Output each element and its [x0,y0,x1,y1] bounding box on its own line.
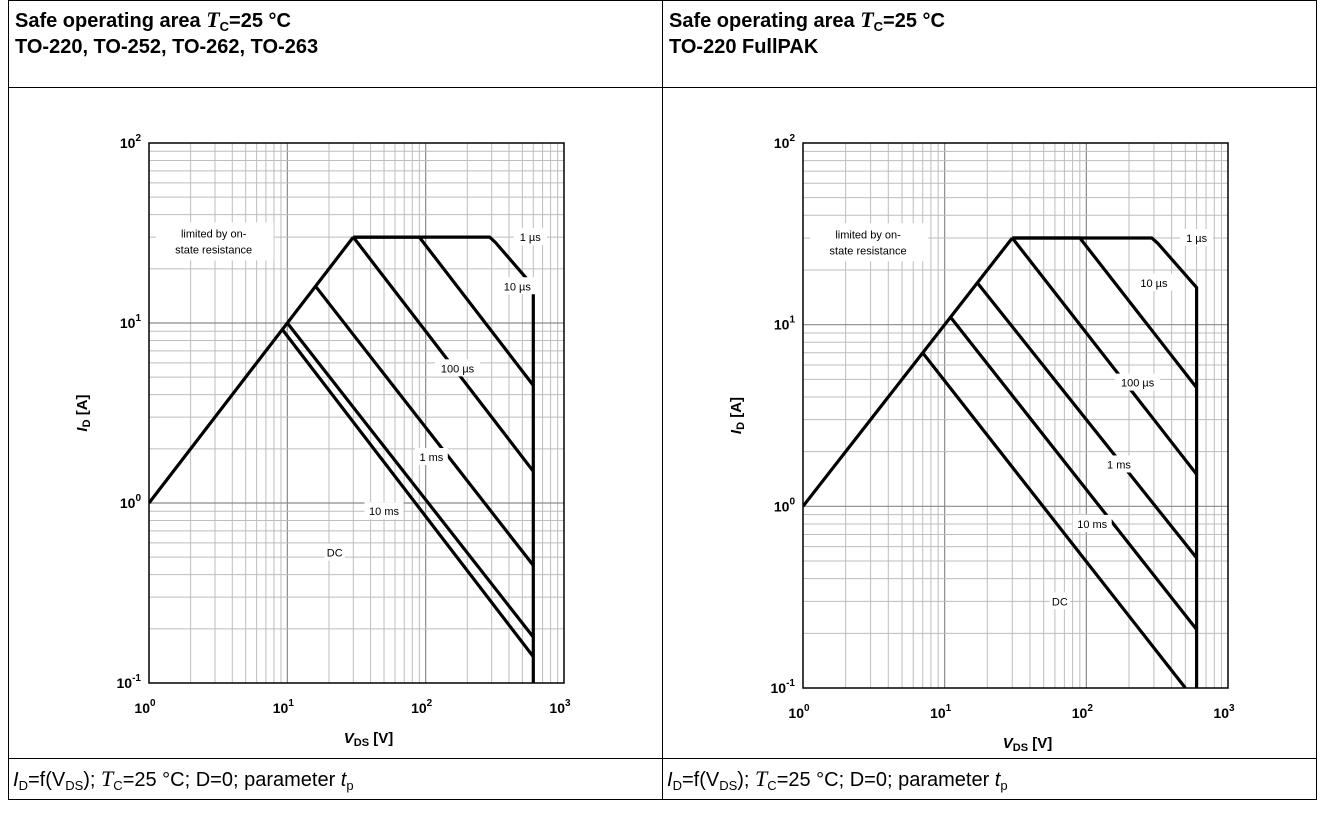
chart0-series-line-4 [286,322,535,639]
chart0-annotation-line-1: limited by on- [181,228,247,240]
chart1-series-label-1: 10 µs [1140,278,1168,290]
chart1-x-axis-label: VDS [V] [1003,735,1052,754]
chart0-annotation-line-2: state resistance [175,244,252,256]
chart1-series-label-4: 10 ms [1077,519,1107,531]
chart1-series-line-5 [921,351,1187,688]
chart1-y-tick-label: 100 [774,496,796,514]
right-subtitle: TO-220 FullPAK [669,36,819,58]
chart1-series-label-bg-1 [1134,273,1174,291]
left-caption-cell: ID=f(VDS); TC=25 °C; D=0; parameter tp [8,758,663,800]
chart1-series-label-3: 1 ms [1107,459,1131,471]
chart1-series-label-bg-3 [1102,455,1136,473]
chart1-series-label-bg-2 [1114,373,1161,391]
left-soa-chart: 1 µs 10 µs 100 µs 1 ms 10 ms DC limited by on-… [74,133,571,749]
chart1-series-line-0 [1012,236,1199,688]
chart0-y-tick-label: 101 [120,313,142,331]
chart1-y-tick-label: 102 [774,133,796,151]
chart0-series-label-3: 1 ms [419,452,443,464]
chart0-y-tick-label: 100 [120,493,142,511]
chart1-curves [803,236,1199,688]
chart1-series-line-3 [976,281,1198,559]
chart0-x-tick-label: 103 [549,698,571,716]
chart1-series-label-bg-5 [1049,592,1071,610]
chart0-plot-frame [148,142,565,684]
chart0-series-label-1: 10 µs [504,281,532,293]
chart0-series-line-1 [353,235,535,387]
chart1-x-tick-label: 102 [1072,703,1094,721]
chart0-annotation-bg [155,222,274,261]
chart0-series-label-0: 1 µs [520,232,542,244]
right-title: Safe operating area TC=25 °C [669,7,945,34]
chart1-annotation-line-1: limited by on- [835,229,901,241]
chart1-x-tick-label: 103 [1213,703,1235,721]
chart0-y-axis-label: ID [A] [74,394,93,431]
chart1-annotation-line-2: state resistance [830,245,907,257]
chart0-series-label-bg-0 [513,228,547,246]
left-caption: ID=f(VDS); TC=25 °C; D=0; parameter tp [13,766,354,793]
chart0-series-label-bg-3 [414,448,448,466]
chart0-y-tick-label: 10-1 [117,673,142,691]
chart1-series-label-5: DC [1052,596,1068,608]
chart0-series-label-bg-5 [324,543,345,561]
chart1-x-tick-label: 100 [788,703,810,721]
datasheet-table: Safe operating area TC=25 °C TO-220, TO-… [8,0,1317,800]
chart1-y-axis-label: ID [A] [728,397,747,434]
chart0-series-line-0 [353,235,535,683]
chart1-series-label-0: 1 µs [1186,233,1208,245]
chart1-annotation-bg [810,223,929,262]
chart0-series-label-2: 100 µs [441,363,475,375]
chart0-x-tick-label: 101 [273,698,295,716]
chart0-series-label-bg-1 [497,277,537,295]
right-header-cell: Safe operating area TC=25 °C TO-220 Full… [662,0,1317,88]
chart0-x-tick-label: 102 [411,698,433,716]
chart0-series-line-3 [314,285,535,567]
chart0-series-label-5: DC [327,548,343,560]
right-plot-cell: 1 µs 10 µs 100 µs 1 ms 10 ms DC limited by on-… [662,87,1317,759]
chart1-x-tick-label: 101 [930,703,952,721]
chart0-series-label-4: 10 ms [369,506,399,518]
left-subtitle: TO-220, TO-252, TO-262, TO-263 [15,36,319,58]
left-header-cell: Safe operating area TC=25 °C TO-220, TO-… [8,0,663,88]
right-caption-cell: ID=f(VDS); TC=25 °C; D=0; parameter tp [662,758,1317,800]
chart0-y-tick-label: 102 [120,133,142,151]
chart1-series-line-4 [949,316,1198,631]
chart1-y-tick-label: 101 [774,315,796,333]
chart0-series-line-2 [352,236,535,473]
right-caption: ID=f(VDS); TC=25 °C; D=0; parameter tp [667,766,1008,793]
chart0-curves [149,235,535,683]
chart0-series-label-bg-2 [434,359,481,377]
chart1-series-label-bg-4 [1072,514,1112,532]
chart0-series-line-5 [281,328,535,658]
chart0-series-label-bg-4 [364,502,404,520]
chart0-rds-on-limit-line [149,236,355,504]
chart1-rds-on-limit-line [803,237,1014,508]
chart0-x-axis-label: VDS [V] [344,730,393,749]
chart1-y-tick-label: 10-1 [771,678,796,696]
chart1-series-line-2 [1011,237,1198,476]
chart1-series-label-2: 100 µs [1121,378,1155,390]
left-plot-cell: 1 µs 10 µs 100 µs 1 ms 10 ms DC limited by on-… [8,87,663,759]
chart1-series-line-1 [1012,236,1198,389]
left-title: Safe operating area TC=25 °C [15,7,291,34]
chart1-plot-frame [802,142,1229,689]
chart0-x-tick-label: 100 [134,698,156,716]
right-soa-chart: 1 µs 10 µs 100 µs 1 ms 10 ms DC limited by on-… [728,133,1235,754]
chart1-series-label-bg-0 [1180,228,1213,246]
